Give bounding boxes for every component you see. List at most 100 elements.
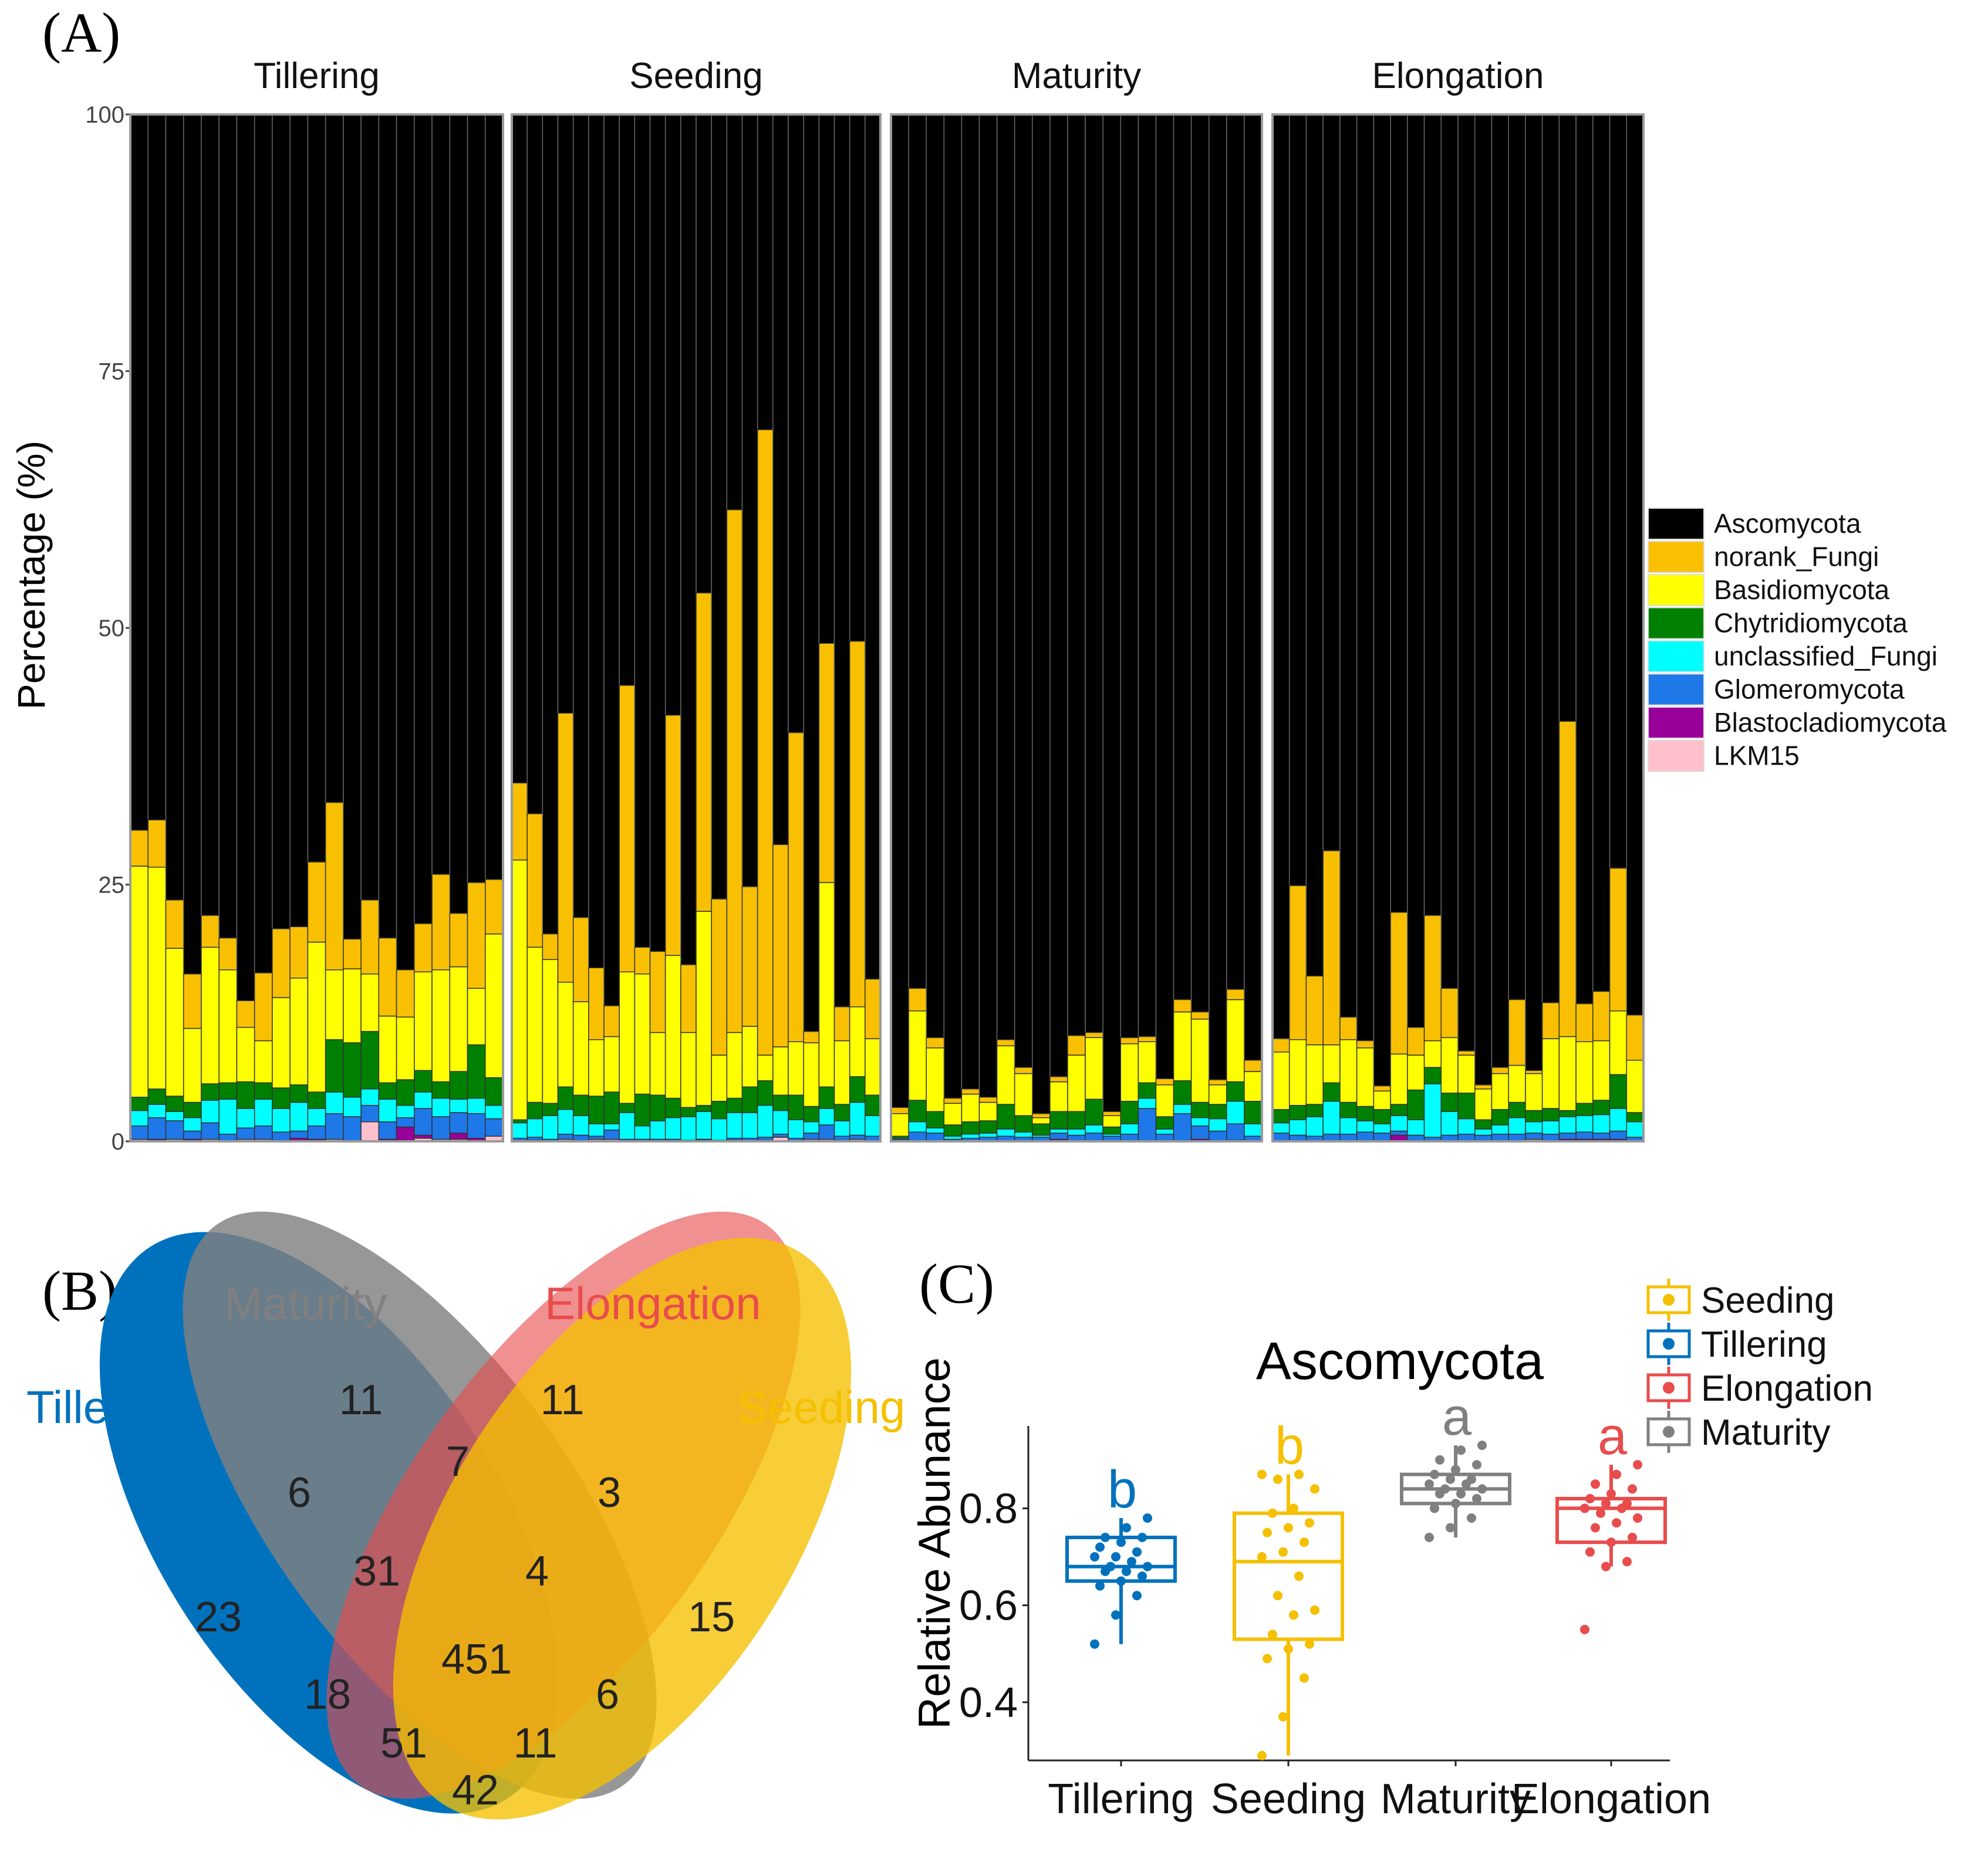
box-group-tillering: Tillering b: [1048, 1461, 1194, 1823]
bar-segment-unclass: [943, 1135, 963, 1140]
bar-segment-glomer: [1226, 1123, 1245, 1141]
bar-sample: [557, 114, 574, 1142]
bar-sample: [431, 114, 451, 1142]
bar-segment-basid: [1373, 1090, 1391, 1110]
box-point: [1601, 1561, 1611, 1571]
bar-segment-basid: [1155, 1084, 1174, 1117]
bar-sample: [511, 114, 528, 1142]
facet-border: [1271, 113, 1645, 1143]
box-significance-letter: a: [1442, 1388, 1472, 1446]
bar-segment-unclass: [849, 1101, 866, 1136]
bar-segment-glomer: [183, 1130, 202, 1140]
bar-segment-chytrid: [542, 1103, 559, 1116]
bar-segment-chytrid: [1272, 1109, 1290, 1124]
bar-segment-ascomycota: [649, 114, 666, 952]
bar-segment-chytrid: [557, 1086, 574, 1110]
bar-segment-basid: [1138, 1041, 1157, 1083]
bar-segment-chytrid: [1138, 1082, 1157, 1099]
bar-segment-chytrid: [307, 1091, 326, 1109]
bar-segment-chytrid: [1102, 1126, 1121, 1135]
box-legend-dot: [1663, 1338, 1675, 1350]
bar-segment-unclass: [343, 1097, 362, 1117]
box-point: [1580, 1503, 1589, 1513]
box-point: [1268, 1508, 1277, 1518]
bar-sample: [1208, 114, 1227, 1142]
bar-segment-unclass: [1541, 1120, 1560, 1135]
bar-segment-basid: [272, 997, 291, 1089]
bar-segment-chytrid: [201, 1083, 220, 1101]
bar-sample: [1541, 114, 1560, 1142]
box-point: [1284, 1644, 1293, 1654]
bar-segment-unclass: [978, 1133, 998, 1138]
box-significance-letter: a: [1598, 1407, 1628, 1466]
facet-border: [511, 113, 882, 1143]
legend-swatch: [1648, 707, 1705, 739]
venn-count-tillering-seeding: 42: [452, 1767, 499, 1814]
bar-segment-unclass: [289, 1101, 309, 1132]
box-point: [1430, 1469, 1439, 1479]
bar-segment-blasto: [449, 1133, 468, 1140]
bar-segment-unclass: [803, 1121, 820, 1134]
box-point: [1591, 1479, 1600, 1489]
bar-segment-ascomycota: [236, 114, 255, 1001]
bar-sample: [289, 114, 309, 1142]
bar-segment-chytrid: [511, 1119, 528, 1124]
bar-segment-unclass: [1423, 1083, 1442, 1138]
y-axis-label: Percentage (%): [9, 441, 53, 710]
bar-segment-norank: [619, 685, 636, 972]
box-x-tick-label: Maturity: [1381, 1776, 1531, 1823]
bar-segment-ascomycota: [1226, 114, 1245, 990]
bar-segment-basid: [526, 947, 544, 1103]
venn-count-tillering: 23: [195, 1594, 242, 1641]
bar-segment-basid: [680, 1032, 697, 1108]
box-point: [1257, 1469, 1267, 1479]
legend-label: unclassified_Fungi: [1714, 641, 1938, 671]
box-point: [1612, 1469, 1621, 1479]
bar-segment-unclass: [696, 1111, 712, 1140]
bar-segment-chytrid: [1190, 1101, 1210, 1118]
bar-sample: [996, 114, 1015, 1142]
bar-segment-chytrid: [803, 1106, 820, 1123]
bar-segment-chytrid: [865, 1094, 881, 1116]
bar-segment-basid: [890, 1113, 909, 1137]
bar-segment-chytrid: [1491, 1109, 1509, 1125]
bar-segment-unclass: [378, 1098, 397, 1123]
bar-segment-norank: [1390, 912, 1408, 1054]
bar-segment-ascomycota: [511, 114, 528, 783]
bar-segment-unclass: [1190, 1117, 1210, 1127]
bar-segment-chytrid: [908, 1100, 927, 1123]
bar-segment-chytrid: [978, 1120, 998, 1134]
box-point: [1278, 1712, 1288, 1722]
bar-segment-unclass: [526, 1118, 544, 1138]
bar-segment-glomer: [165, 1120, 184, 1140]
bar-segment-unclass: [1155, 1128, 1174, 1135]
bar-segment-unclass: [1474, 1128, 1493, 1136]
box-point: [1430, 1503, 1439, 1513]
box-point: [1622, 1557, 1632, 1567]
bar-segment-norank: [557, 712, 574, 983]
bar-segment-chytrid: [996, 1104, 1015, 1130]
bar-segment-chytrid: [449, 1071, 468, 1100]
box-legend-item: Seeding: [1646, 1279, 1835, 1321]
bar-segment-glomer: [588, 1135, 605, 1140]
bar-segment-unclass: [588, 1123, 605, 1137]
bar-segment-basid: [1356, 1047, 1375, 1107]
bar-segment-ascomycota: [1032, 114, 1051, 1114]
bar-segment-basid: [833, 1040, 850, 1105]
bar-segment-chytrid: [757, 1080, 774, 1106]
bar-segment-unclass: [325, 1091, 344, 1114]
bar-sample: [711, 114, 728, 1142]
bar-segment-glomer: [818, 1124, 835, 1140]
bar-segment-ascomycota: [485, 114, 504, 880]
venn-count-maturity: 11: [339, 1377, 383, 1424]
bar-segment-ascomycota: [1120, 114, 1139, 1038]
box-point: [1472, 1493, 1481, 1503]
bar-segment-unclass: [1305, 1116, 1324, 1137]
box-y-tick-label: 0.4: [959, 1679, 1018, 1726]
box-point: [1606, 1537, 1616, 1547]
bar-segment-ascomycota: [1508, 114, 1526, 1001]
bar-segment-ascomycota: [1457, 114, 1476, 1052]
bar-sample: [485, 114, 504, 1142]
bar-sample: [307, 114, 326, 1142]
bar-sample: [603, 114, 620, 1142]
